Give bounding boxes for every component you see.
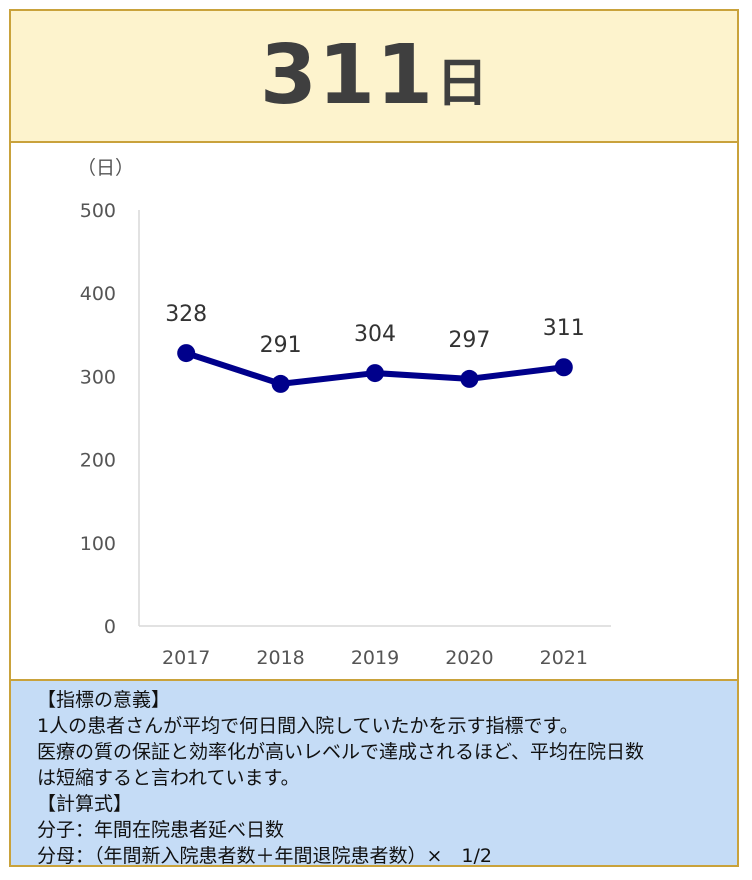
x-tick-label: 2021: [540, 647, 588, 669]
x-tick-label: 2017: [162, 647, 210, 669]
y-tick-label: 300: [80, 366, 116, 388]
headline-value: 311: [259, 28, 435, 123]
y-tick-label: 0: [104, 616, 116, 638]
data-label: 291: [260, 333, 302, 358]
data-label: 311: [543, 316, 585, 341]
y-tick-label: 500: [80, 200, 116, 222]
chart-panel: （日） 0 100 200 300 400 500 2017 2018 2019 2020 2021 3…: [11, 143, 737, 679]
indicator-card: 311 日 （日） 0 100 200 300 400 500 2017 2018 2019 202…: [9, 9, 739, 867]
data-label: 304: [354, 322, 396, 347]
y-tick-label: 200: [80, 450, 116, 472]
data-point: [460, 369, 479, 388]
info-heading: 【指標の意義】: [37, 689, 171, 711]
line-chart: （日） 0 100 200 300 400 500 2017 2018 2019 2020 2021 3…: [77, 157, 611, 669]
data-point: [366, 364, 384, 383]
calc-heading: 【計算式】: [37, 793, 133, 815]
calc-denominator: 分母：（年間新入院患者数＋年間退院患者数）× 1/2: [37, 845, 492, 867]
x-tick-label: 2019: [351, 647, 399, 669]
info-panel: 【指標の意義】 1人の患者さんが平均で何日間入院していたかを示す指標です。 医療…: [11, 679, 737, 867]
y-axis-unit-label: （日）: [77, 157, 134, 179]
x-tick-label: 2018: [256, 647, 304, 669]
data-label: 328: [165, 302, 207, 327]
x-tick-label: 2020: [445, 647, 493, 669]
info-line-1: 1人の患者さんが平均で何日間入院していたかを示す指標です。: [37, 715, 579, 737]
y-tick-label: 400: [80, 283, 116, 305]
info-line-2: 医療の質の保証と効率化が高いレベルで達成されるほど、平均在院日数: [37, 741, 645, 763]
info-line-3: は短縮すると言われています。: [37, 767, 300, 789]
headline-panel: 311 日: [11, 11, 737, 143]
data-point: [554, 358, 573, 377]
headline-unit: 日: [436, 54, 489, 114]
calc-numerator: 分子：年間在院患者延べ日数: [37, 819, 285, 841]
data-label: 297: [448, 328, 490, 353]
y-tick-label: 100: [80, 533, 116, 555]
data-point: [271, 374, 290, 393]
data-point: [177, 344, 196, 363]
